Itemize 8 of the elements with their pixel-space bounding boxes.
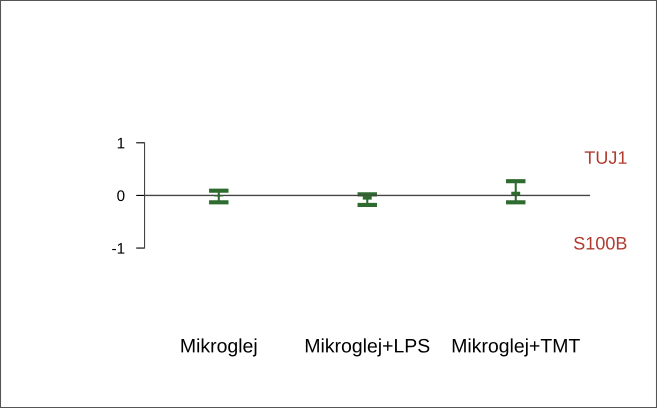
x-tick-label: Mikroglej+TMT [452, 338, 580, 356]
y-tick-label: 1 [118, 138, 124, 148]
y-tick-label: -1 [112, 243, 124, 254]
x-tick-label: Mikroglej [181, 338, 256, 356]
annotation: TUJ1 [584, 151, 627, 164]
y-tick-label: 0 [117, 190, 124, 202]
annotation: S100B [574, 236, 626, 250]
x-tick-label: Mikroglej+LPS [306, 338, 430, 356]
